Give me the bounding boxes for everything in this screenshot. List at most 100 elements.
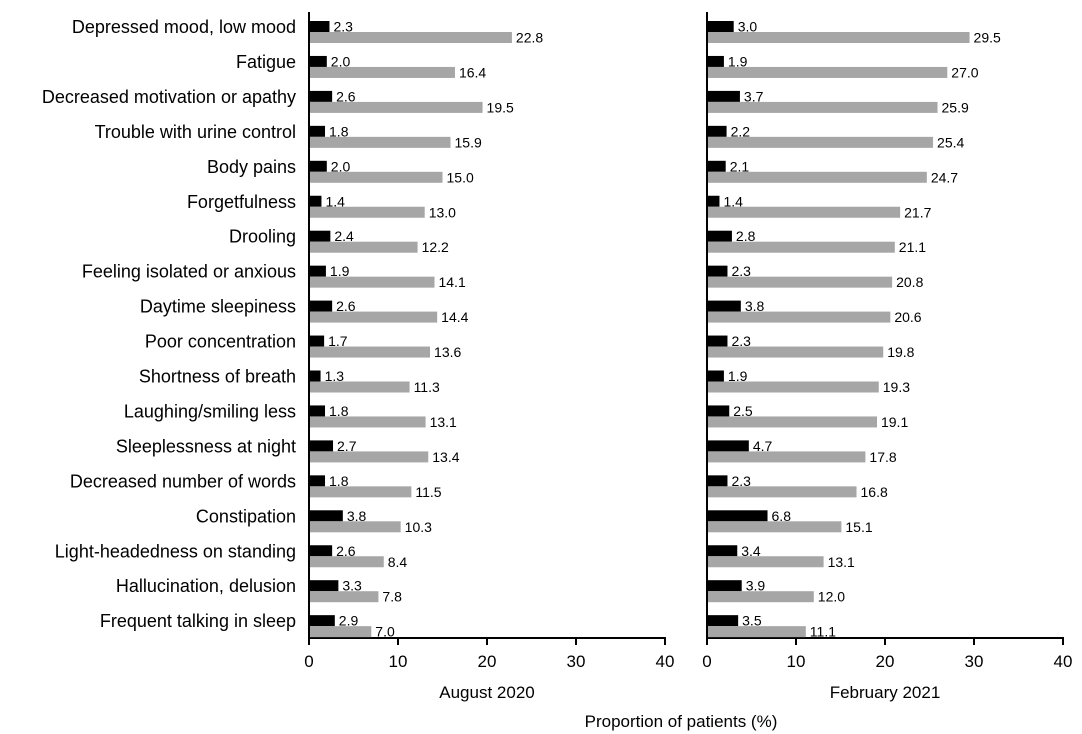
panel-2-series-2-value-label-shortness-of-breath: 19.3 xyxy=(883,379,910,395)
panel-1-tick-label-40: 40 xyxy=(656,652,675,671)
panel-2-series-1-bar-drooling xyxy=(708,230,732,242)
panel-1-series-2-bar-body-pains xyxy=(310,171,443,183)
panel-2-series-2-value-label-constipation: 15.1 xyxy=(845,519,872,535)
panel-2-series-2-value-label-light-headedness-on-standing: 13.1 xyxy=(828,554,855,570)
panel-1-series-2-value-label-feeling-isolated-or-anxious: 14.1 xyxy=(438,274,465,290)
panel-2-series-1-bar-feeling-isolated-or-anxious xyxy=(708,265,728,277)
panel-1-series-2-value-label-fatigue: 16.4 xyxy=(459,64,486,80)
panel-2-series-2-value-label-daytime-sleepiness: 20.6 xyxy=(894,309,921,325)
category-label-drooling: Drooling xyxy=(229,227,296,247)
panel-1-series-2-bar-drooling xyxy=(310,241,418,253)
panel-1-series-1-bar-decreased-number-of-words xyxy=(310,475,326,487)
panel-2-series-1-bar-shortness-of-breath xyxy=(708,370,724,382)
panel-2-series-1-bar-trouble-with-urine-control xyxy=(708,125,727,137)
panel-2-series-2-bar-daytime-sleepiness xyxy=(708,311,891,323)
panel-1-series-2-value-label-sleeplessness-at-night: 13.4 xyxy=(432,449,459,465)
panel-2-series-1-value-label-drooling: 2.8 xyxy=(736,228,756,244)
panel-1-series-2-bar-decreased-number-of-words xyxy=(310,486,412,498)
category-label-forgetfulness: Forgetfulness xyxy=(187,192,296,212)
panel-1-series-1-bar-daytime-sleepiness xyxy=(310,300,333,312)
panel-2-series-2-bar-shortness-of-breath xyxy=(708,381,879,393)
panel-2-series-2-value-label-depressed-mood-low-mood: 29.5 xyxy=(974,30,1001,46)
panel-2-series-1-bar-decreased-number-of-words xyxy=(708,475,728,487)
panel-2-series-1-value-label-forgetfulness: 1.4 xyxy=(723,193,743,209)
panel-1-series-1-bar-hallucination-delusion xyxy=(310,580,339,592)
panel-1-series-2-bar-hallucination-delusion xyxy=(310,591,379,603)
panel-1-series-1-bar-decreased-motivation-or-apathy xyxy=(310,90,333,102)
panel-2-series-2-bar-drooling xyxy=(708,241,895,253)
panel-2-series-1-value-label-decreased-number-of-words: 2.3 xyxy=(731,473,751,489)
panel-1-series-2-value-label-body-pains: 15.0 xyxy=(447,169,474,185)
category-label-constipation: Constipation xyxy=(196,506,296,526)
panel-1-series-1-bar-light-headedness-on-standing xyxy=(310,545,333,557)
panel-2-series-2-bar-sleeplessness-at-night xyxy=(708,451,866,463)
panel-1-series-2-bar-trouble-with-urine-control xyxy=(310,136,451,148)
panel-1-series-1-value-label-poor-concentration: 1.7 xyxy=(328,333,348,349)
panel-1-series-2-value-label-light-headedness-on-standing: 8.4 xyxy=(388,554,408,570)
panel-1-series-1-value-label-light-headedness-on-standing: 2.6 xyxy=(336,543,356,559)
panel-1-series-1-bar-forgetfulness xyxy=(310,195,322,207)
panel-1-series-2-bar-depressed-mood-low-mood xyxy=(310,32,512,43)
panel-2-series-1-bar-laughing-smiling-less xyxy=(708,405,730,417)
panel-2-series-2-bar-fatigue xyxy=(708,66,948,78)
panel-2-series-2-bar-frequent-talking-in-sleep xyxy=(708,626,806,638)
panel-2-series-2-bar-depressed-mood-low-mood xyxy=(708,32,970,43)
panel-2-series-2-bar-hallucination-delusion xyxy=(708,591,814,603)
panel-2-series-2-bar-feeling-isolated-or-anxious xyxy=(708,276,893,288)
panel-2-series-1-value-label-frequent-talking-in-sleep: 3.5 xyxy=(742,613,762,629)
panel-1-series-1-bar-laughing-smiling-less xyxy=(310,405,326,417)
panel-1-tick-label-10: 10 xyxy=(389,652,408,671)
panel-1-series-2-bar-forgetfulness xyxy=(310,206,425,218)
category-label-frequent-talking-in-sleep: Frequent talking in sleep xyxy=(100,611,296,631)
category-label-daytime-sleepiness: Daytime sleepiness xyxy=(140,297,296,317)
category-label-feeling-isolated-or-anxious: Feeling isolated or anxious xyxy=(82,262,296,282)
panel-2-series-2-bar-decreased-motivation-or-apathy xyxy=(708,101,938,113)
category-label-decreased-number-of-words: Decreased number of words xyxy=(70,471,296,491)
panel-2-series-1-value-label-hallucination-delusion: 3.9 xyxy=(746,578,766,594)
panel-1-series-1-bar-frequent-talking-in-sleep xyxy=(310,615,335,627)
panel-2-series-2-value-label-forgetfulness: 21.7 xyxy=(904,204,931,220)
panel-2-series-2-value-label-body-pains: 24.7 xyxy=(931,169,958,185)
panel-2-series-1-value-label-body-pains: 2.1 xyxy=(730,158,750,174)
panel-1-series-2-value-label-drooling: 12.2 xyxy=(422,239,449,255)
panel-1-tick-label-20: 20 xyxy=(478,652,497,671)
panel-2-tick-label-30: 30 xyxy=(965,652,984,671)
category-label-hallucination-delusion: Hallucination, delusion xyxy=(116,576,296,596)
panel-2-series-1-value-label-sleeplessness-at-night: 4.7 xyxy=(753,438,773,454)
panel-2-series-1-bar-constipation xyxy=(708,510,768,522)
panel-1-series-2-value-label-daytime-sleepiness: 14.4 xyxy=(441,309,468,325)
panel-1-series-2-value-label-hallucination-delusion: 7.8 xyxy=(382,589,402,605)
panel-1-series-1-value-label-hallucination-delusion: 3.3 xyxy=(342,578,362,594)
panel-2-series-2-bar-forgetfulness xyxy=(708,206,901,218)
panel-2-series-2-bar-decreased-number-of-words xyxy=(708,486,857,498)
panel-1-series-1-value-label-trouble-with-urine-control: 1.8 xyxy=(329,123,349,139)
panel-2-series-1-value-label-constipation: 6.8 xyxy=(772,508,792,524)
panel-1-series-2-bar-shortness-of-breath xyxy=(310,381,410,393)
category-label-light-headedness-on-standing: Light-headedness on standing xyxy=(55,541,296,561)
panel-1-series-1-value-label-laughing-smiling-less: 1.8 xyxy=(329,403,349,419)
panel-2-series-2-bar-laughing-smiling-less xyxy=(708,416,877,428)
panel-2-tick-label-10: 10 xyxy=(787,652,806,671)
panel-1-tick-label-30: 30 xyxy=(567,652,586,671)
panel-2-series-1-value-label-laughing-smiling-less: 2.5 xyxy=(733,403,753,419)
panel-1-series-2-bar-frequent-talking-in-sleep xyxy=(310,626,372,638)
x-axis-label: Proportion of patients (%) xyxy=(585,712,778,731)
panel-1-series-2-value-label-decreased-motivation-or-apathy: 19.5 xyxy=(487,99,514,115)
panel-1-series-2-value-label-laughing-smiling-less: 13.1 xyxy=(430,414,457,430)
panel-1-series-1-value-label-sleeplessness-at-night: 2.7 xyxy=(337,438,357,454)
panel-2-series-1-bar-forgetfulness xyxy=(708,195,720,207)
panel-1-series-2-value-label-frequent-talking-in-sleep: 7.0 xyxy=(375,624,395,640)
panel-2-tick-label-40: 40 xyxy=(1054,652,1073,671)
category-label-decreased-motivation-or-apathy: Decreased motivation or apathy xyxy=(42,87,296,107)
panel-1-series-1-value-label-body-pains: 2.0 xyxy=(331,158,351,174)
category-label-trouble-with-urine-control: Trouble with urine control xyxy=(95,122,296,142)
panel-1-series-1-value-label-forgetfulness: 1.4 xyxy=(325,193,345,209)
panel-2-series-1-value-label-trouble-with-urine-control: 2.2 xyxy=(731,123,751,139)
panel-1-series-1-value-label-decreased-motivation-or-apathy: 2.6 xyxy=(336,88,356,104)
panel-2-series-1-bar-sleeplessness-at-night xyxy=(708,440,749,452)
panel-2-series-1-bar-poor-concentration xyxy=(708,335,728,347)
panel-2-series-1-bar-frequent-talking-in-sleep xyxy=(708,615,739,627)
panel-2-series-2-value-label-frequent-talking-in-sleep: 11.1 xyxy=(810,624,836,640)
panel-2-series-2-value-label-fatigue: 27.0 xyxy=(951,64,978,80)
